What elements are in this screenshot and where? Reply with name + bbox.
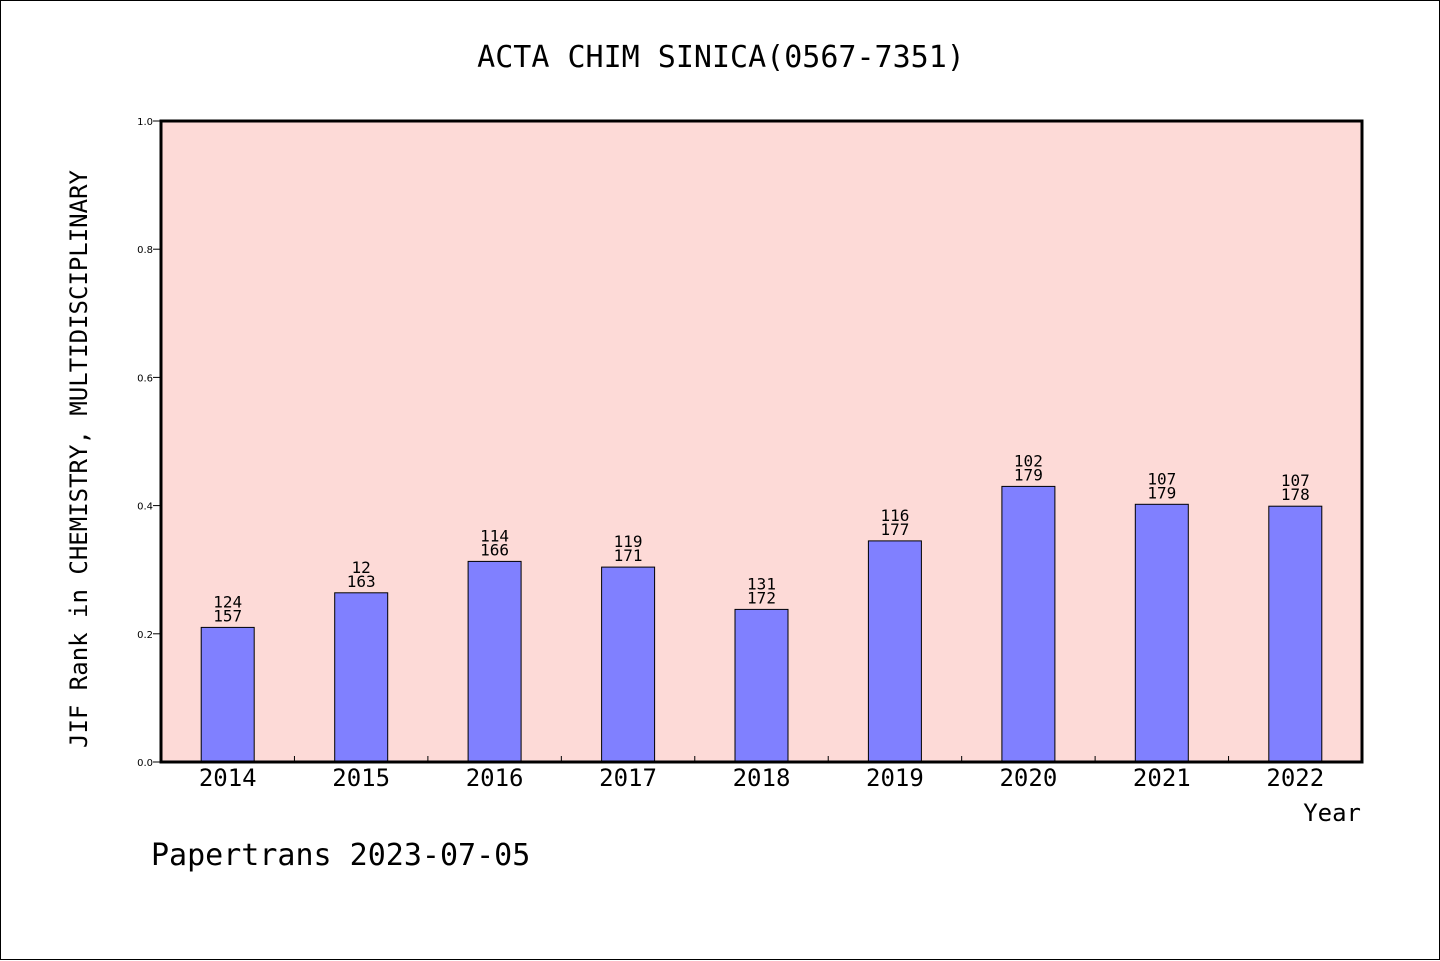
bar-2022	[1268, 505, 1323, 763]
bar-2021	[1134, 503, 1189, 763]
data-label-total-2015: 163	[347, 572, 376, 591]
x-tick-label-2019: 2019	[866, 764, 924, 792]
x-axis-label: Year	[1303, 799, 1361, 827]
y-tick-label-2: 0.4	[137, 502, 153, 513]
y-tick-label-5: 1.0	[137, 117, 153, 128]
data-label-total-2022: 178	[1281, 485, 1310, 504]
data-label-total-2017: 171	[614, 546, 643, 565]
data-label-rank-2021: 107	[1147, 469, 1176, 488]
chart-title: ACTA CHIM SINICA(0567-7351)	[477, 40, 965, 75]
data-label-total-2021: 179	[1147, 483, 1176, 502]
x-tick-label-2016: 2016	[466, 764, 524, 792]
data-label-rank-2014: 124	[213, 592, 242, 611]
y-tick-label-1: 0.2	[137, 630, 153, 641]
data-label-total-2020: 179	[1014, 465, 1043, 484]
bar-2017	[601, 566, 656, 763]
y-tick-label-0: 0.0	[137, 758, 153, 769]
data-label-total-2018: 172	[747, 588, 776, 607]
bar-2018	[734, 608, 789, 763]
x-tick-label-2014: 2014	[199, 764, 257, 792]
data-label-rank-2022: 107	[1281, 471, 1310, 490]
y-tick-label-3: 0.6	[137, 373, 153, 384]
x-tick-label-2018: 2018	[733, 764, 791, 792]
bar-2020	[1001, 485, 1056, 763]
data-label-rank-2019: 116	[880, 506, 909, 525]
x-axis: 2014 2015 2016 2017 2018 2019 2020 2021 2022	[199, 756, 1324, 792]
footer-stamp: Papertrans 2023-07-05	[151, 838, 530, 873]
data-label-rank-2020: 102	[1014, 451, 1043, 470]
bar-2014	[200, 626, 255, 763]
data-label-rank-2017: 119	[614, 532, 643, 551]
y-axis-label: JIF Rank in CHEMISTRY, MULTIDISCIPLINARY	[65, 169, 93, 748]
data-label-total-2014: 157	[213, 606, 242, 625]
data-label-total-2016: 166	[480, 540, 509, 559]
data-label-total-2019: 177	[880, 520, 909, 539]
y-axis: 0.0 0.2 0.4 0.6 0.8 1.0	[137, 117, 161, 769]
bars-group	[200, 485, 1323, 763]
bar-2015	[334, 592, 389, 763]
x-tick-label-2021: 2021	[1133, 764, 1191, 792]
plot-border	[159, 119, 1364, 764]
y-tick-label-4: 0.8	[137, 245, 153, 256]
x-tick-label-2015: 2015	[332, 764, 390, 792]
data-label-rank-2016: 114	[480, 526, 509, 545]
x-tick-label-2022: 2022	[1266, 764, 1324, 792]
bar-2019	[867, 540, 922, 763]
x-tick-label-2020: 2020	[999, 764, 1057, 792]
data-label-rank-2018: 131	[747, 574, 776, 593]
x-tick-label-2017: 2017	[599, 764, 657, 792]
bar-2016	[467, 560, 522, 763]
data-label-rank-2015: 12	[352, 558, 371, 577]
